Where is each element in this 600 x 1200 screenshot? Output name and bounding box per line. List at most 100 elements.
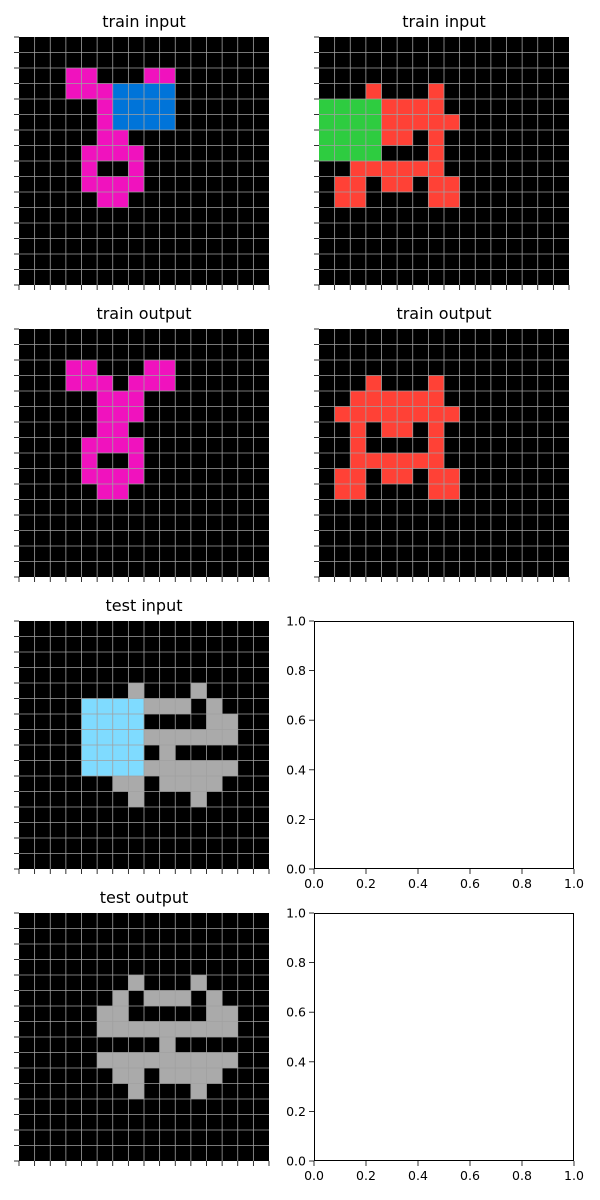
grid-cell (50, 928, 67, 945)
grid-cell (475, 161, 492, 177)
grid-cell (222, 714, 239, 730)
grid-cell (253, 375, 269, 392)
grid-cell (97, 207, 114, 224)
grid-cell (397, 468, 414, 485)
grid-cell (128, 391, 145, 407)
grid-cell (97, 621, 114, 637)
grid-cell (50, 530, 67, 547)
grid-cell (381, 546, 398, 562)
grid-cell (334, 145, 351, 162)
grid-cell (175, 68, 192, 84)
grid-cell (34, 515, 51, 531)
grid-cell (65, 1099, 82, 1115)
grid-cell (397, 515, 414, 531)
grid-cell (253, 1083, 269, 1100)
grid-cell (34, 406, 51, 423)
grid-cell (334, 269, 351, 285)
grid-cell (350, 145, 367, 162)
grid-cell (459, 515, 476, 531)
grid-cell (112, 928, 129, 945)
grid-cell (237, 422, 254, 438)
grid-cell (428, 83, 445, 100)
grid-cell (112, 760, 129, 777)
grid-cell (459, 561, 476, 577)
grid-cell (65, 453, 82, 469)
grid-cell (81, 1021, 98, 1038)
grid-cell (444, 484, 460, 500)
grid-cell (81, 959, 98, 976)
grid-cell (412, 114, 429, 131)
grid-cell (144, 192, 160, 208)
grid-cell (128, 437, 145, 454)
grid-cell (237, 437, 254, 454)
grid-cell (428, 546, 445, 562)
grid-cell (475, 453, 492, 469)
grid-cell (206, 683, 223, 699)
grid-cell (34, 130, 51, 146)
grid-cell (128, 161, 145, 177)
grid-cell (444, 68, 460, 84)
grid-cell (128, 1099, 145, 1115)
grid-cell (397, 68, 414, 84)
grid-cell (190, 1083, 207, 1100)
grid-cell (444, 406, 460, 423)
grid-cell (144, 745, 160, 761)
grid-cell (175, 223, 192, 239)
grid-cell (428, 223, 445, 239)
grid-cell (490, 453, 507, 469)
grid-cell (397, 561, 414, 577)
grid-cell (65, 745, 82, 761)
grid-cell (522, 223, 539, 239)
grid-cell (50, 791, 67, 808)
grid-cell (65, 807, 82, 823)
panel-title-train-input-1: train input (102, 12, 186, 31)
grid-cell (128, 344, 145, 361)
grid-cell (397, 344, 414, 361)
grid-cell (237, 375, 254, 392)
grid-cell (506, 52, 523, 69)
grid-cell (334, 515, 351, 531)
grid-cell (144, 99, 160, 115)
grid-cell (206, 853, 223, 869)
grid-cell (334, 37, 351, 53)
grid-cell (237, 776, 254, 792)
grid-cell (65, 329, 82, 345)
grid-train-output-1 (19, 329, 269, 577)
grid-cell (112, 1083, 129, 1100)
grid-cell (34, 760, 51, 777)
y-tick-label: 1.0 (286, 906, 306, 921)
grid-cell (553, 223, 569, 239)
grid-cell (175, 238, 192, 255)
grid-cell (475, 145, 492, 162)
grid-cell (222, 192, 239, 208)
grid-cell (319, 499, 335, 516)
grid-cell (81, 667, 98, 684)
grid-cell (97, 729, 114, 746)
grid-cell (444, 391, 460, 407)
grid-cell (537, 360, 554, 376)
grid-cell (50, 683, 67, 699)
grid-cell (97, 83, 114, 100)
grid-cell (334, 99, 351, 115)
grid-cell (222, 52, 239, 69)
grid-cell (159, 422, 176, 438)
grid-cell (459, 546, 476, 562)
grid-cell (97, 344, 114, 361)
grid-cell (112, 375, 129, 392)
grid-cell (34, 530, 51, 547)
x-tick-label: 0.2 (356, 876, 376, 891)
grid-cell (128, 360, 145, 376)
grid-cell (175, 959, 192, 976)
grid-cell (81, 437, 98, 454)
grid-cell (506, 391, 523, 407)
grid-cell (112, 1037, 129, 1053)
grid-cell (19, 913, 35, 929)
grid-cell (159, 944, 176, 960)
grid-cell (490, 437, 507, 454)
grid-cell (253, 68, 269, 84)
grid-cell (112, 207, 129, 224)
grid-cell (144, 990, 160, 1007)
grid-cell (381, 52, 398, 69)
grid-cell (81, 52, 98, 69)
grid-cell (128, 145, 145, 162)
